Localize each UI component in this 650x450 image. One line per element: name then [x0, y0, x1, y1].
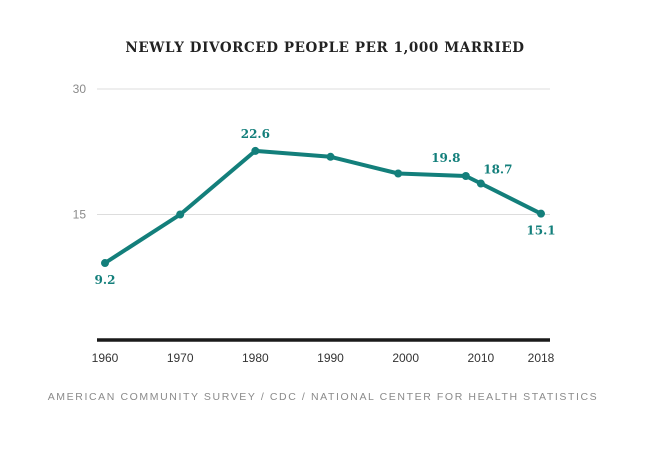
- data-labels: 9.2 22.6 19.8 18.7 15.1: [95, 127, 556, 287]
- x-tick-label: 1970: [167, 351, 194, 365]
- data-label: 15.1: [526, 224, 555, 238]
- data-label: 22.6: [241, 127, 270, 141]
- data-point: [476, 179, 485, 188]
- y-axis: 30 15: [73, 82, 87, 222]
- data-label: 19.8: [431, 151, 460, 165]
- data-label: 9.2: [95, 273, 116, 287]
- data-point: [394, 169, 403, 178]
- y-tick-label: 30: [73, 82, 87, 96]
- series-line: [103, 148, 543, 265]
- data-label: 18.7: [483, 163, 512, 177]
- x-tick-label: 2018: [528, 351, 555, 365]
- y-tick-label: 15: [73, 208, 87, 222]
- data-point: [461, 172, 470, 181]
- grid: [97, 88, 550, 215]
- data-point: [101, 259, 109, 268]
- x-axis: 1960 1970 1980 1990 2000 2010 2018: [92, 351, 555, 365]
- data-point: [537, 209, 545, 218]
- chart-title: NEWLY DIVORCED PEOPLE PER 1,000 MARRIED: [125, 40, 524, 56]
- x-tick-label: 1980: [242, 351, 269, 365]
- x-tick-label: 1990: [317, 351, 344, 365]
- x-tick-label: 2000: [392, 351, 419, 365]
- x-tick-label: 1960: [92, 351, 119, 365]
- data-point: [326, 152, 335, 161]
- data-points: [101, 146, 545, 268]
- source-note: AMERICAN COMMUNITY SURVEY / CDC / NATION…: [48, 391, 599, 403]
- x-tick-label: 2010: [468, 351, 495, 365]
- data-point: [176, 210, 185, 219]
- data-point: [251, 146, 260, 155]
